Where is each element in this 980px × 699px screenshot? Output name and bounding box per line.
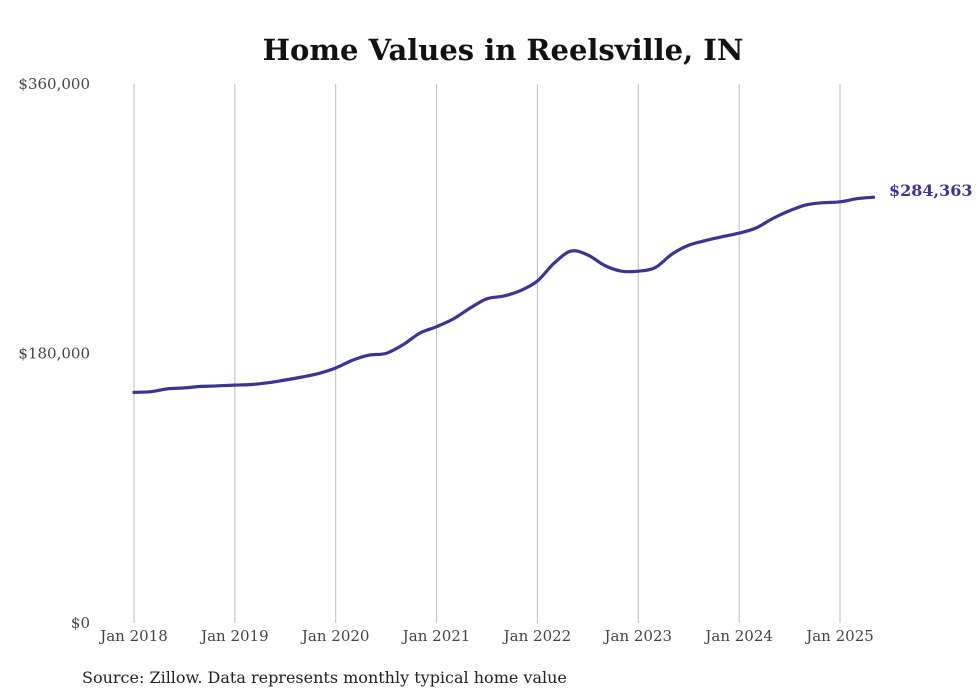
x-tick-label: Jan 2018 [98,627,168,645]
x-tick-label: Jan 2020 [300,627,370,645]
source-note: Source: Zillow. Data represents monthly … [82,668,567,687]
y-axis-ticks: $0 $180,000 $360,000 [18,75,90,632]
home-value-line [132,195,876,394]
y-tick-label: $0 [71,614,90,632]
x-tick-label: Jan 2022 [502,627,572,645]
series-layer [132,195,876,394]
last-value-label: $284,363 [889,181,973,200]
x-tick-label: Jan 2025 [804,627,874,645]
y-tick-label: $180,000 [18,345,90,363]
y-tick-label: $360,000 [18,75,90,93]
x-axis-ticks: Jan 2018 Jan 2019 Jan 2020 Jan 2021 Jan 2022… [98,627,874,645]
x-tick-label: Jan 2021 [401,627,471,645]
chart-title: Home Values in Reelsville, IN [263,33,744,67]
x-tick-label: Jan 2023 [603,627,673,645]
gridlines [133,84,841,623]
x-tick-label: Jan 2024 [703,627,773,645]
x-tick-label: Jan 2019 [199,627,269,645]
